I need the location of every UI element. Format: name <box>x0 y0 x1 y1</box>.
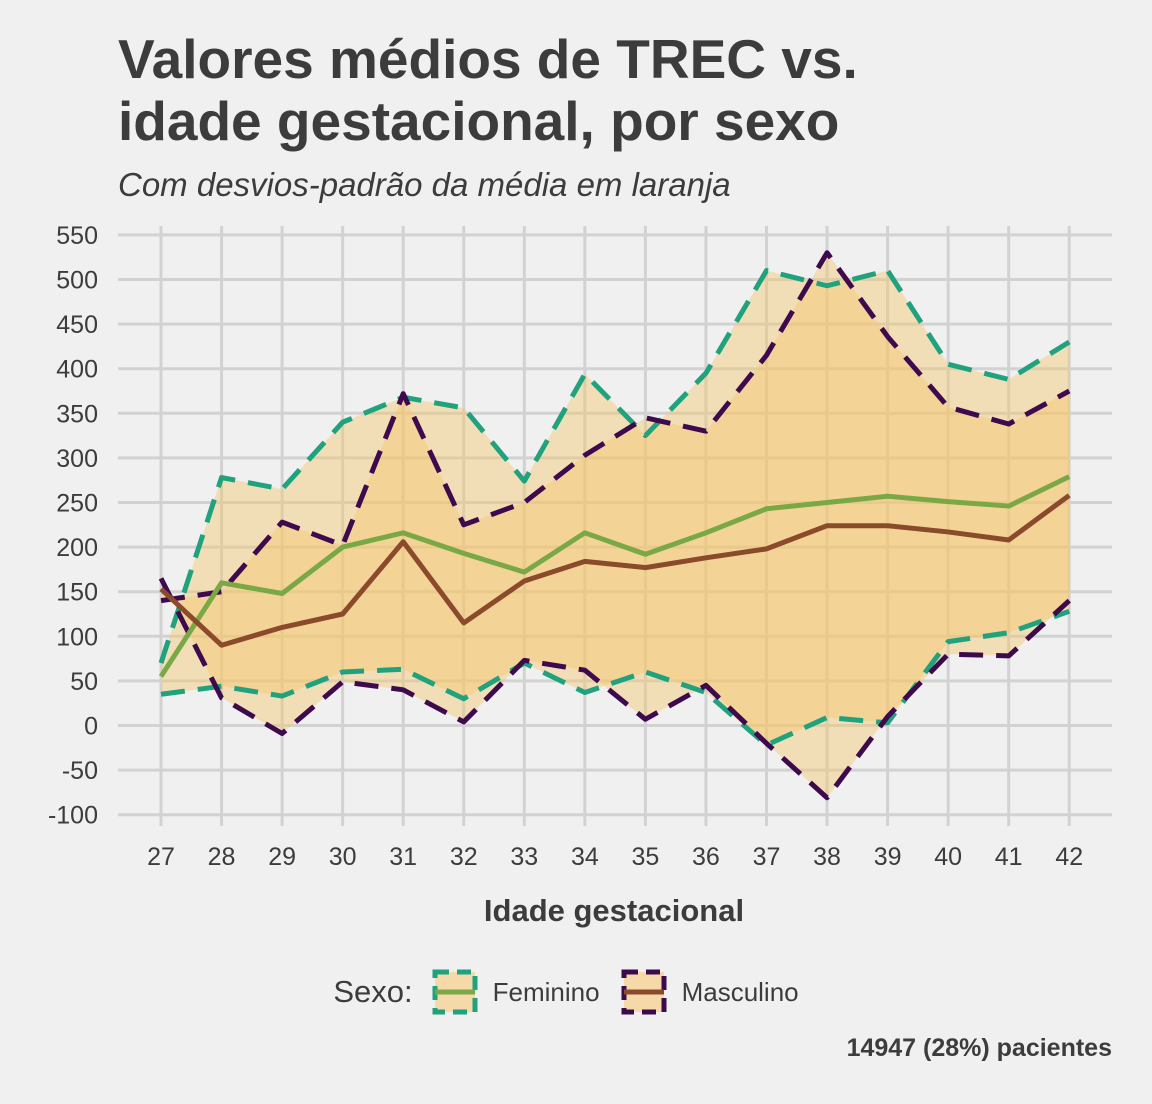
y-tick-label: 150 <box>56 579 98 607</box>
x-tick-label: 31 <box>389 843 417 871</box>
legend-key-feminino <box>432 969 478 1015</box>
x-tick-label: 30 <box>329 843 357 871</box>
series-lines <box>158 250 1071 801</box>
y-tick-label: 500 <box>56 267 98 295</box>
y-axis-tick-labels: -100 -50 0 50 100 150 200 250 300 350 400 450 500 550 <box>48 222 98 830</box>
chart-title-line-1: Valores médios de TREC vs. <box>118 28 858 90</box>
y-tick-label: -50 <box>62 757 98 785</box>
y-tick-label: 300 <box>56 445 98 473</box>
x-tick-label: 32 <box>450 843 478 871</box>
x-axis-title: Idade gestacional <box>484 893 744 928</box>
x-tick-label: 28 <box>208 843 236 871</box>
x-tick-label: 42 <box>1055 843 1083 871</box>
x-tick-label: 38 <box>813 843 841 871</box>
y-tick-label: 50 <box>70 668 98 696</box>
x-axis-tick-labels: 27 28 29 30 31 32 33 34 35 36 37 38 39 40 41 42 <box>147 843 1083 871</box>
legend-label-feminino: Feminino <box>492 976 600 1007</box>
y-tick-label: 400 <box>56 356 98 384</box>
line-masculino-upper-sd <box>160 250 1071 604</box>
x-tick-label: 29 <box>268 843 296 871</box>
y-tick-label: 200 <box>56 534 98 562</box>
line-feminino-upper-sd <box>158 268 1071 664</box>
line-feminino-mean <box>158 474 1071 678</box>
legend: Sexo: Feminino Masculino <box>0 962 1152 1022</box>
x-tick-label: 27 <box>147 843 175 871</box>
legend-item-masculino: Masculino <box>620 968 799 1016</box>
sd-band-masculino <box>161 252 1070 798</box>
x-tick-label: 41 <box>995 843 1023 871</box>
y-tick-label: 450 <box>56 311 98 339</box>
y-tick-label: 100 <box>56 623 98 651</box>
x-tick-label: 37 <box>753 843 781 871</box>
legend-title: Sexo: <box>333 974 413 1009</box>
line-feminino-lower-sd <box>160 608 1071 748</box>
y-tick-label: -100 <box>48 802 98 830</box>
line-masculino-lower-sd <box>158 577 1071 801</box>
plot-area: -100 -50 0 50 100 150 200 250 300 350 400 450 500 550… <box>48 222 1112 928</box>
x-tick-label: 34 <box>571 843 599 871</box>
caption: 14947 (28%) pacientes <box>846 1034 1112 1062</box>
x-tick-label: 36 <box>692 843 720 871</box>
sd-bands <box>161 252 1070 798</box>
x-tick-label: 33 <box>510 843 538 871</box>
chart-title: Valores médios de TREC vs. idade gestaci… <box>118 28 1018 152</box>
chart-title-line-2: idade gestacional, por sexo <box>118 90 840 152</box>
legend-key-masculino <box>621 969 667 1015</box>
line-masculino-mean <box>159 493 1071 648</box>
chart-subtitle: Com desvios-padrão da média em laranja <box>118 166 731 203</box>
x-tick-label: 40 <box>934 843 962 871</box>
sd-band-feminino <box>161 270 1070 746</box>
y-tick-label: 350 <box>56 400 98 428</box>
y-tick-label: 0 <box>84 713 98 741</box>
y-tick-label: 250 <box>56 490 98 518</box>
legend-item-feminino: Feminino <box>431 968 600 1016</box>
x-tick-label: 35 <box>631 843 659 871</box>
legend-label-masculino: Masculino <box>681 976 799 1007</box>
x-tick-label: 39 <box>874 843 902 871</box>
y-tick-label: 550 <box>56 222 98 250</box>
